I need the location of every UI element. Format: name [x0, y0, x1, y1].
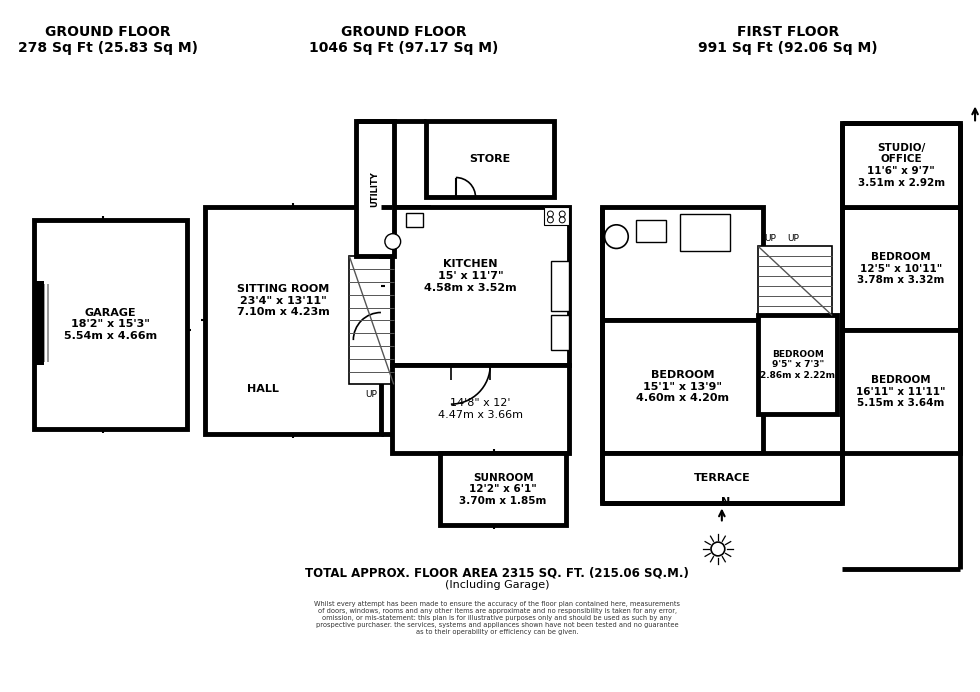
Bar — [552, 316, 569, 350]
Text: UP: UP — [787, 234, 799, 243]
Bar — [357, 121, 394, 256]
Text: (Including Garage): (Including Garage) — [445, 581, 550, 590]
Bar — [759, 316, 837, 414]
Bar — [680, 214, 730, 251]
Text: N: N — [721, 497, 730, 507]
Bar — [602, 320, 763, 453]
Text: UTILITY: UTILITY — [370, 171, 379, 207]
Text: TOTAL APPROX. FLOOR AREA 2315 SQ. FT. (215.06 SQ.M.): TOTAL APPROX. FLOOR AREA 2315 SQ. FT. (2… — [305, 566, 689, 579]
Text: GROUND FLOOR
1046 Sq Ft (97.17 Sq M): GROUND FLOOR 1046 Sq Ft (97.17 Sq M) — [309, 25, 498, 55]
Bar — [392, 365, 569, 453]
Circle shape — [385, 234, 401, 249]
Text: HALL: HALL — [247, 384, 279, 394]
Bar — [636, 220, 665, 242]
Circle shape — [548, 217, 554, 223]
Circle shape — [711, 542, 725, 556]
Circle shape — [605, 225, 628, 248]
Text: GROUND FLOOR
278 Sq Ft (25.83 Sq M): GROUND FLOOR 278 Sq Ft (25.83 Sq M) — [18, 25, 198, 55]
Text: 14'8" x 12'
4.47m x 3.66m: 14'8" x 12' 4.47m x 3.66m — [438, 399, 523, 420]
Text: UP: UP — [366, 390, 377, 399]
Bar — [426, 121, 555, 197]
Circle shape — [548, 211, 554, 217]
Circle shape — [560, 211, 565, 217]
Bar — [602, 453, 842, 502]
Text: BEDROOM
9'5" x 7'3"
2.86m x 2.22m: BEDROOM 9'5" x 7'3" 2.86m x 2.22m — [760, 350, 835, 380]
Bar — [392, 207, 569, 365]
Bar — [406, 213, 423, 227]
Text: FIRST FLOOR
991 Sq Ft (92.06 Sq M): FIRST FLOOR 991 Sq Ft (92.06 Sq M) — [698, 25, 878, 55]
Text: STUDIO/
OFFICE
11'6" x 9'7"
3.51m x 2.92m: STUDIO/ OFFICE 11'6" x 9'7" 3.51m x 2.92… — [858, 143, 945, 188]
Text: BEDROOM
15'1" x 13'9"
4.60m x 4.20m: BEDROOM 15'1" x 13'9" 4.60m x 4.20m — [636, 370, 729, 403]
Bar — [205, 207, 381, 434]
Bar — [381, 207, 428, 256]
Bar — [545, 207, 569, 225]
Text: SITTING ROOM
23'4" x 13'11"
7.10m x 4.23m: SITTING ROOM 23'4" x 13'11" 7.10m x 4.23… — [236, 284, 329, 317]
Bar — [552, 262, 569, 311]
Bar — [602, 207, 763, 320]
Text: GARAGE
18'2" x 15'3"
5.54m x 4.66m: GARAGE 18'2" x 15'3" 5.54m x 4.66m — [64, 308, 157, 341]
Text: BEDROOM
12'5" x 10'11"
3.78m x 3.32m: BEDROOM 12'5" x 10'11" 3.78m x 3.32m — [858, 252, 945, 285]
Bar — [350, 256, 394, 385]
Circle shape — [560, 217, 565, 223]
Bar — [842, 207, 960, 330]
Text: SUNROOM
12'2" x 6'1"
3.70m x 1.85m: SUNROOM 12'2" x 6'1" 3.70m x 1.85m — [460, 473, 547, 506]
Bar — [440, 453, 566, 525]
Bar — [842, 330, 960, 453]
Text: KITCHEN
15' x 11'7"
4.58m x 3.52m: KITCHEN 15' x 11'7" 4.58m x 3.52m — [424, 260, 516, 293]
Text: TERRACE: TERRACE — [694, 473, 751, 483]
Bar — [842, 123, 960, 207]
Text: UP: UP — [764, 234, 776, 243]
Bar — [759, 246, 832, 316]
Bar — [34, 220, 187, 429]
Bar — [545, 207, 569, 225]
Text: STORE: STORE — [469, 154, 511, 164]
Bar — [34, 281, 44, 365]
Text: Whilst every attempt has been made to ensure the accuracy of the floor plan cont: Whilst every attempt has been made to en… — [315, 601, 680, 635]
Text: BEDROOM
16'11" x 11'11"
5.15m x 3.64m: BEDROOM 16'11" x 11'11" 5.15m x 3.64m — [857, 375, 946, 408]
